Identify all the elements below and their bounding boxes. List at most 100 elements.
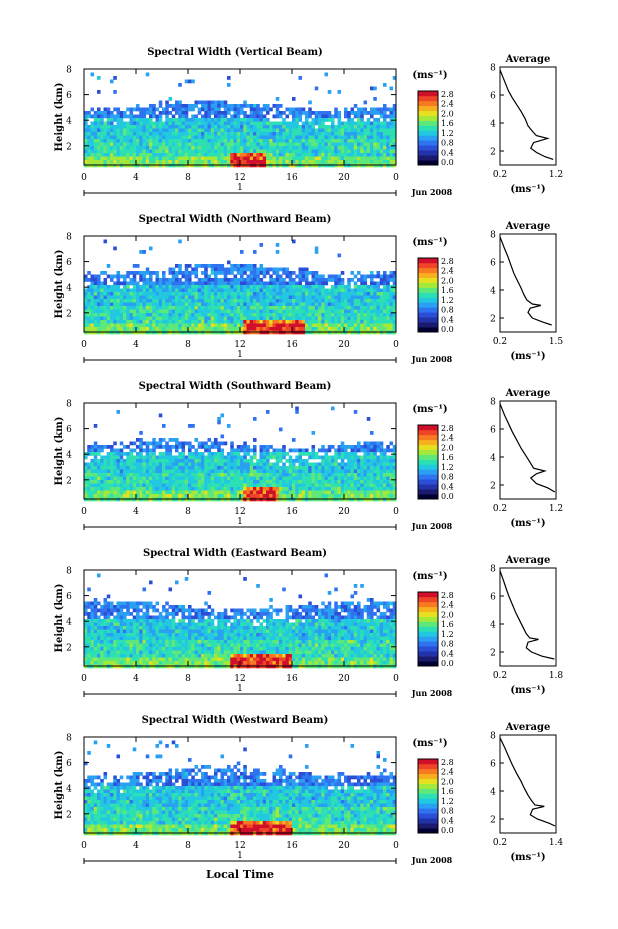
heatmap-cell	[227, 494, 231, 498]
heatmap-cell	[90, 153, 95, 157]
heatmap-cell	[171, 462, 176, 467]
heatmap-cell	[386, 462, 390, 467]
heatmap-cell	[178, 452, 182, 456]
heatmap-cell	[318, 313, 322, 317]
heatmap-cell	[298, 281, 303, 286]
heatmap-cell	[383, 483, 387, 488]
heatmap-cell	[191, 271, 195, 275]
heatmap-cell	[379, 149, 384, 154]
heatmap-cell	[149, 302, 153, 307]
heatmap-cell	[210, 132, 215, 136]
heatmap-cell	[100, 302, 104, 307]
heatmap-cell	[201, 309, 205, 314]
heatmap-cell	[379, 302, 384, 307]
heatmap-cell	[266, 473, 270, 477]
heatmap-cell	[175, 281, 179, 286]
heatmap-cell	[87, 313, 91, 317]
heatmap-cell	[152, 309, 156, 314]
heatmap-cell	[145, 285, 150, 289]
heatmap-cell	[152, 469, 156, 474]
heatmap-cell	[314, 327, 319, 331]
heatmap-cell	[184, 459, 189, 463]
heatmap-cell	[305, 267, 309, 272]
heatmap-cell	[305, 132, 309, 136]
heatmap-cell	[292, 107, 296, 112]
heatmap-cell	[171, 292, 176, 296]
heatmap-cell	[272, 494, 277, 498]
heatmap-cell	[253, 302, 257, 307]
heatmap-cell	[353, 139, 358, 143]
heatmap-cell	[84, 146, 88, 150]
heatmap-cell	[246, 469, 251, 474]
heatmap-cell	[279, 267, 283, 272]
heatmap-cell	[314, 86, 319, 91]
heatmap-cell	[298, 494, 303, 498]
heatmap-cell	[311, 132, 316, 136]
heatmap-cell	[266, 107, 270, 112]
heatmap-cell	[103, 139, 108, 143]
heatmap-cell	[272, 271, 277, 275]
heatmap-cell	[93, 455, 98, 460]
heatmap-cell	[201, 483, 205, 488]
heatmap-cell	[158, 473, 163, 477]
heatmap-cell	[139, 128, 143, 133]
heatmap-cell	[383, 285, 387, 289]
heatmap-cell	[324, 118, 329, 122]
heatmap-cell	[184, 104, 189, 108]
heatmap-cell	[214, 438, 218, 442]
heatmap-cell	[314, 111, 319, 115]
heatmap-cell	[360, 320, 364, 324]
heatmap-cell	[129, 441, 134, 446]
heatmap-cell	[90, 445, 95, 449]
heatmap-cell	[370, 445, 374, 449]
heatmap-cell	[181, 288, 186, 293]
heatmap-cell	[389, 459, 394, 463]
heatmap-cell	[262, 327, 267, 331]
heatmap-cell	[266, 459, 270, 463]
heatmap-cell	[132, 494, 137, 498]
colorbar-swatch	[418, 160, 438, 166]
heatmap-cell	[305, 153, 309, 157]
heatmap-cell	[201, 114, 205, 119]
heatmap-cell	[305, 135, 309, 140]
heatmap-cell	[168, 473, 173, 477]
heatmap-cell	[227, 278, 231, 282]
heatmap-cell	[324, 309, 329, 314]
heatmap-cell	[201, 132, 205, 136]
heatmap-cell	[142, 480, 147, 484]
heatmap-cell	[301, 156, 306, 161]
heatmap-cell	[363, 274, 368, 279]
heatmap-cell	[373, 490, 377, 495]
heatmap-cell	[223, 466, 228, 470]
heatmap-cell	[275, 132, 280, 136]
heatmap-cell	[275, 139, 280, 143]
heatmap-cell	[311, 462, 316, 467]
heatmap-cell	[321, 114, 325, 119]
heatmap-cell	[314, 278, 319, 282]
heatmap-cell	[93, 466, 98, 470]
heatmap-cell	[363, 462, 368, 467]
heatmap-cell	[392, 139, 397, 143]
heatmap-cell	[214, 156, 218, 161]
heatmap-cell	[379, 278, 384, 282]
heatmap-cell	[327, 274, 332, 279]
heatmap-cell	[389, 313, 394, 317]
heatmap-cell	[149, 156, 153, 161]
heatmap-cell	[301, 452, 306, 456]
heatmap-cell	[171, 445, 176, 449]
heatmap-cell	[253, 483, 257, 488]
heatmap-cell	[392, 476, 397, 481]
heatmap-cell	[305, 278, 309, 282]
heatmap-cell	[145, 494, 150, 498]
heatmap-cell	[360, 459, 364, 463]
heatmap-cell	[175, 292, 179, 296]
heatmap-cell	[136, 135, 140, 140]
heatmap-cell	[314, 494, 319, 498]
colorbar-unit: (ms⁻¹)	[412, 70, 447, 81]
heatmap-cell	[288, 135, 293, 140]
heatmap-cell	[97, 142, 101, 147]
heatmap-cell	[340, 156, 345, 161]
heatmap-cell	[145, 153, 150, 157]
heatmap-cell	[392, 278, 397, 282]
heatmap-cell	[178, 462, 182, 467]
